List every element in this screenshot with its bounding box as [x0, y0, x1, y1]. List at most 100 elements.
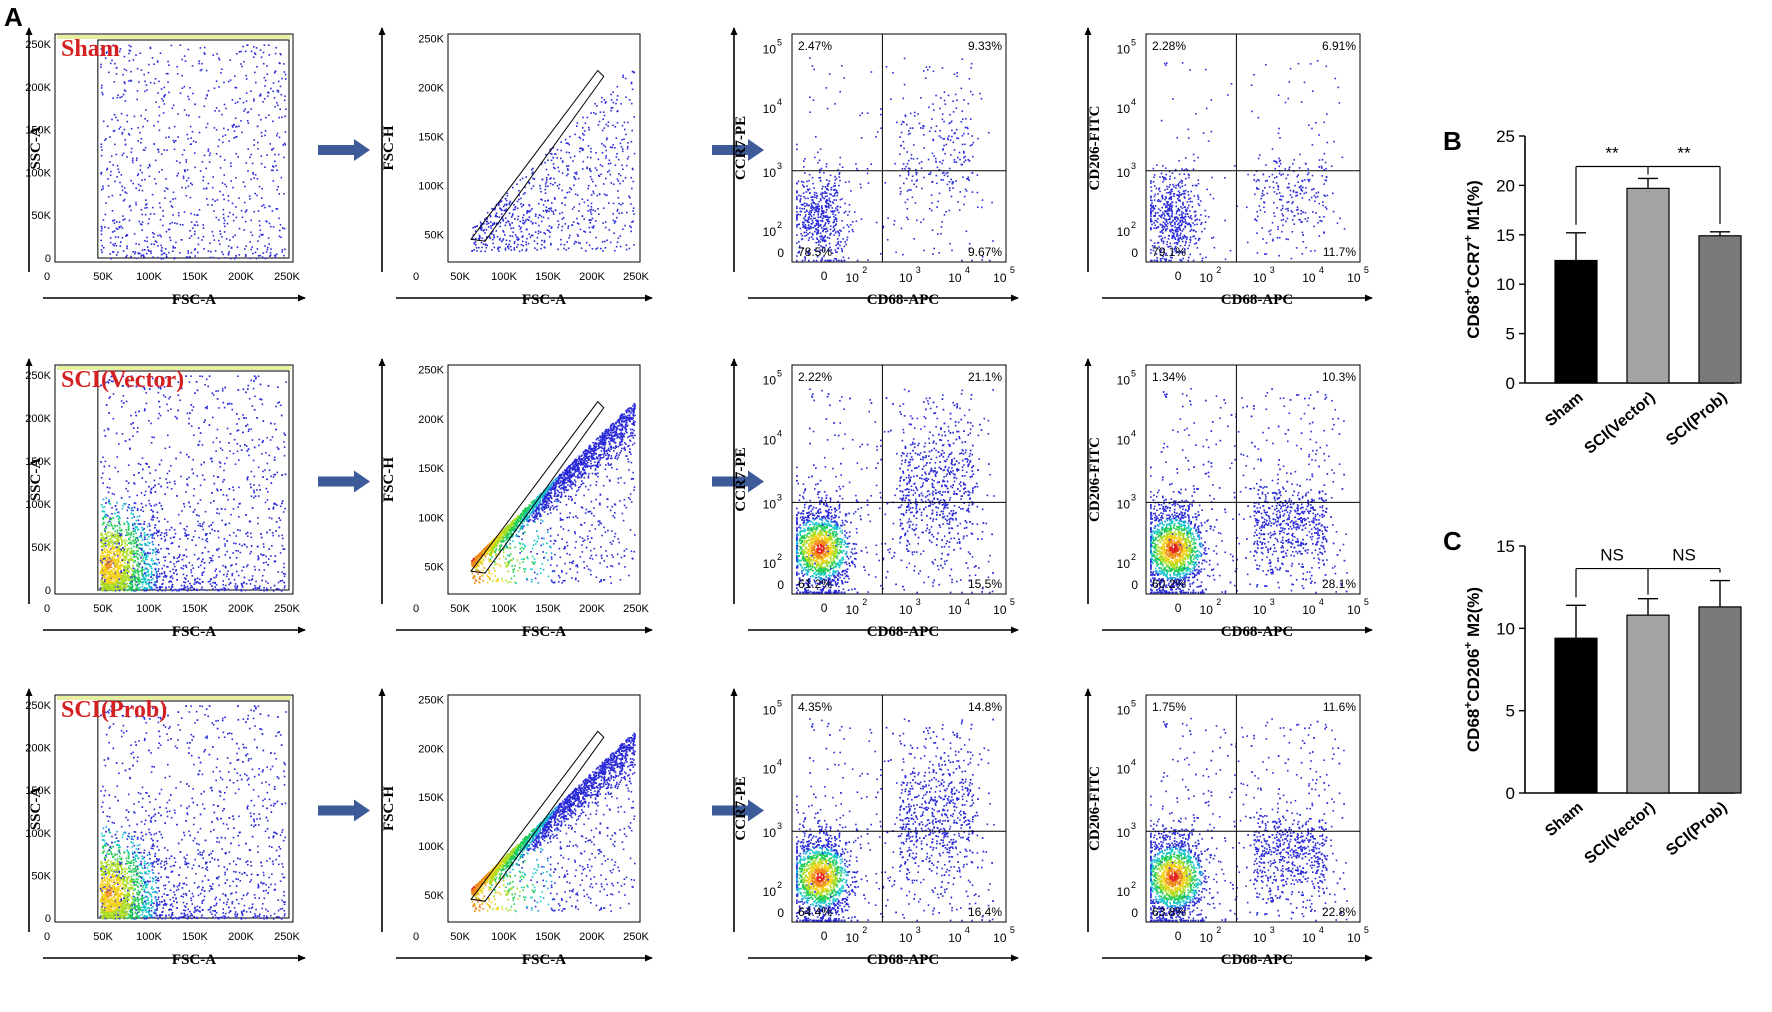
event-dot: [590, 222, 592, 224]
event-dot: [165, 94, 167, 96]
event-dot: [513, 247, 515, 249]
event-dot: [823, 198, 825, 200]
event-dot: [254, 193, 256, 195]
event-dot: [905, 166, 907, 168]
event-dot: [476, 225, 478, 227]
event-dot: [814, 194, 816, 196]
event-dot: [588, 145, 590, 147]
event-dot: [903, 141, 905, 143]
event-dot: [821, 188, 823, 190]
event-dot: [1179, 225, 1181, 227]
event-dot: [268, 44, 270, 46]
event-dot: [1280, 195, 1282, 197]
event-dot: [950, 179, 952, 181]
event-dot: [1158, 242, 1160, 244]
event-dot: [132, 158, 134, 160]
event-dot: [1285, 221, 1287, 223]
event-dot: [236, 53, 238, 55]
event-dot: [1178, 160, 1180, 162]
event-dot: [124, 56, 126, 58]
event-dot: [1319, 216, 1321, 218]
event-dot: [504, 204, 506, 206]
event-dot: [101, 245, 103, 247]
event-dot: [900, 187, 902, 189]
event-dot: [138, 565, 140, 567]
event-dot: [128, 504, 130, 506]
event-dot: [210, 153, 212, 155]
event-dot: [575, 193, 577, 195]
event-dot: [531, 188, 533, 190]
event-dot: [241, 585, 243, 587]
event-dot: [109, 136, 111, 138]
event-dot: [483, 243, 485, 245]
event-dot: [137, 427, 139, 429]
event-dot: [813, 69, 815, 71]
event-dot: [1193, 260, 1195, 262]
event-dot: [476, 250, 478, 252]
event-dot: [1278, 158, 1280, 160]
event-dot: [581, 247, 583, 249]
event-dot: [1166, 201, 1168, 203]
event-dot: [935, 158, 937, 160]
event-dot: [216, 80, 218, 82]
event-dot: [631, 103, 633, 105]
event-dot: [943, 138, 945, 140]
event-dot: [828, 183, 830, 185]
event-dot: [1184, 235, 1186, 237]
event-dot: [894, 220, 896, 222]
event-dot: [580, 147, 582, 149]
event-dot: [186, 114, 188, 116]
event-dot: [1181, 214, 1183, 216]
event-dot: [935, 161, 937, 163]
event-dot: [114, 130, 116, 132]
event-dot: [632, 210, 634, 212]
event-dot: [103, 121, 105, 123]
event-dot: [623, 138, 625, 140]
event-dot: [253, 56, 255, 58]
event-dot: [541, 179, 543, 181]
event-dot: [518, 225, 520, 227]
event-dot: [1339, 102, 1341, 104]
event-dot: [121, 113, 123, 115]
event-dot: [1312, 175, 1314, 177]
event-dot: [1184, 207, 1186, 209]
event-dot: [125, 256, 127, 258]
event-dot: [222, 182, 224, 184]
event-dot: [123, 395, 125, 397]
event-dot: [1281, 220, 1283, 222]
event-dot: [140, 52, 142, 54]
event-dot: [1198, 239, 1200, 241]
event-dot: [1164, 199, 1166, 201]
event-dot: [120, 241, 122, 243]
event-dot: [962, 135, 964, 137]
event-dot: [259, 225, 261, 227]
event-dot: [167, 61, 169, 63]
event-dot: [920, 222, 922, 224]
event-dot: [577, 122, 579, 124]
event-dot: [569, 191, 571, 193]
event-dot: [820, 236, 822, 238]
event-dot: [480, 222, 482, 224]
event-dot: [508, 244, 510, 246]
event-dot: [806, 210, 808, 212]
event-dot: [538, 203, 540, 205]
event-dot: [135, 204, 137, 206]
event-dot: [587, 199, 589, 201]
event-dot: [631, 221, 633, 223]
event-dot: [187, 581, 189, 583]
event-dot: [147, 246, 149, 248]
event-dot: [616, 153, 618, 155]
event-dot: [1253, 179, 1255, 181]
event-dot: [589, 220, 591, 222]
y-tick-exponent: 5: [1131, 38, 1136, 48]
event-dot: [852, 229, 854, 231]
event-dot: [627, 148, 629, 150]
event-dot: [1333, 211, 1335, 213]
event-dot: [283, 193, 285, 195]
event-dot: [949, 114, 951, 116]
event-dot: [1292, 211, 1294, 213]
event-dot: [1153, 177, 1155, 179]
event-dot: [119, 545, 121, 547]
event-dot: [1297, 213, 1299, 215]
